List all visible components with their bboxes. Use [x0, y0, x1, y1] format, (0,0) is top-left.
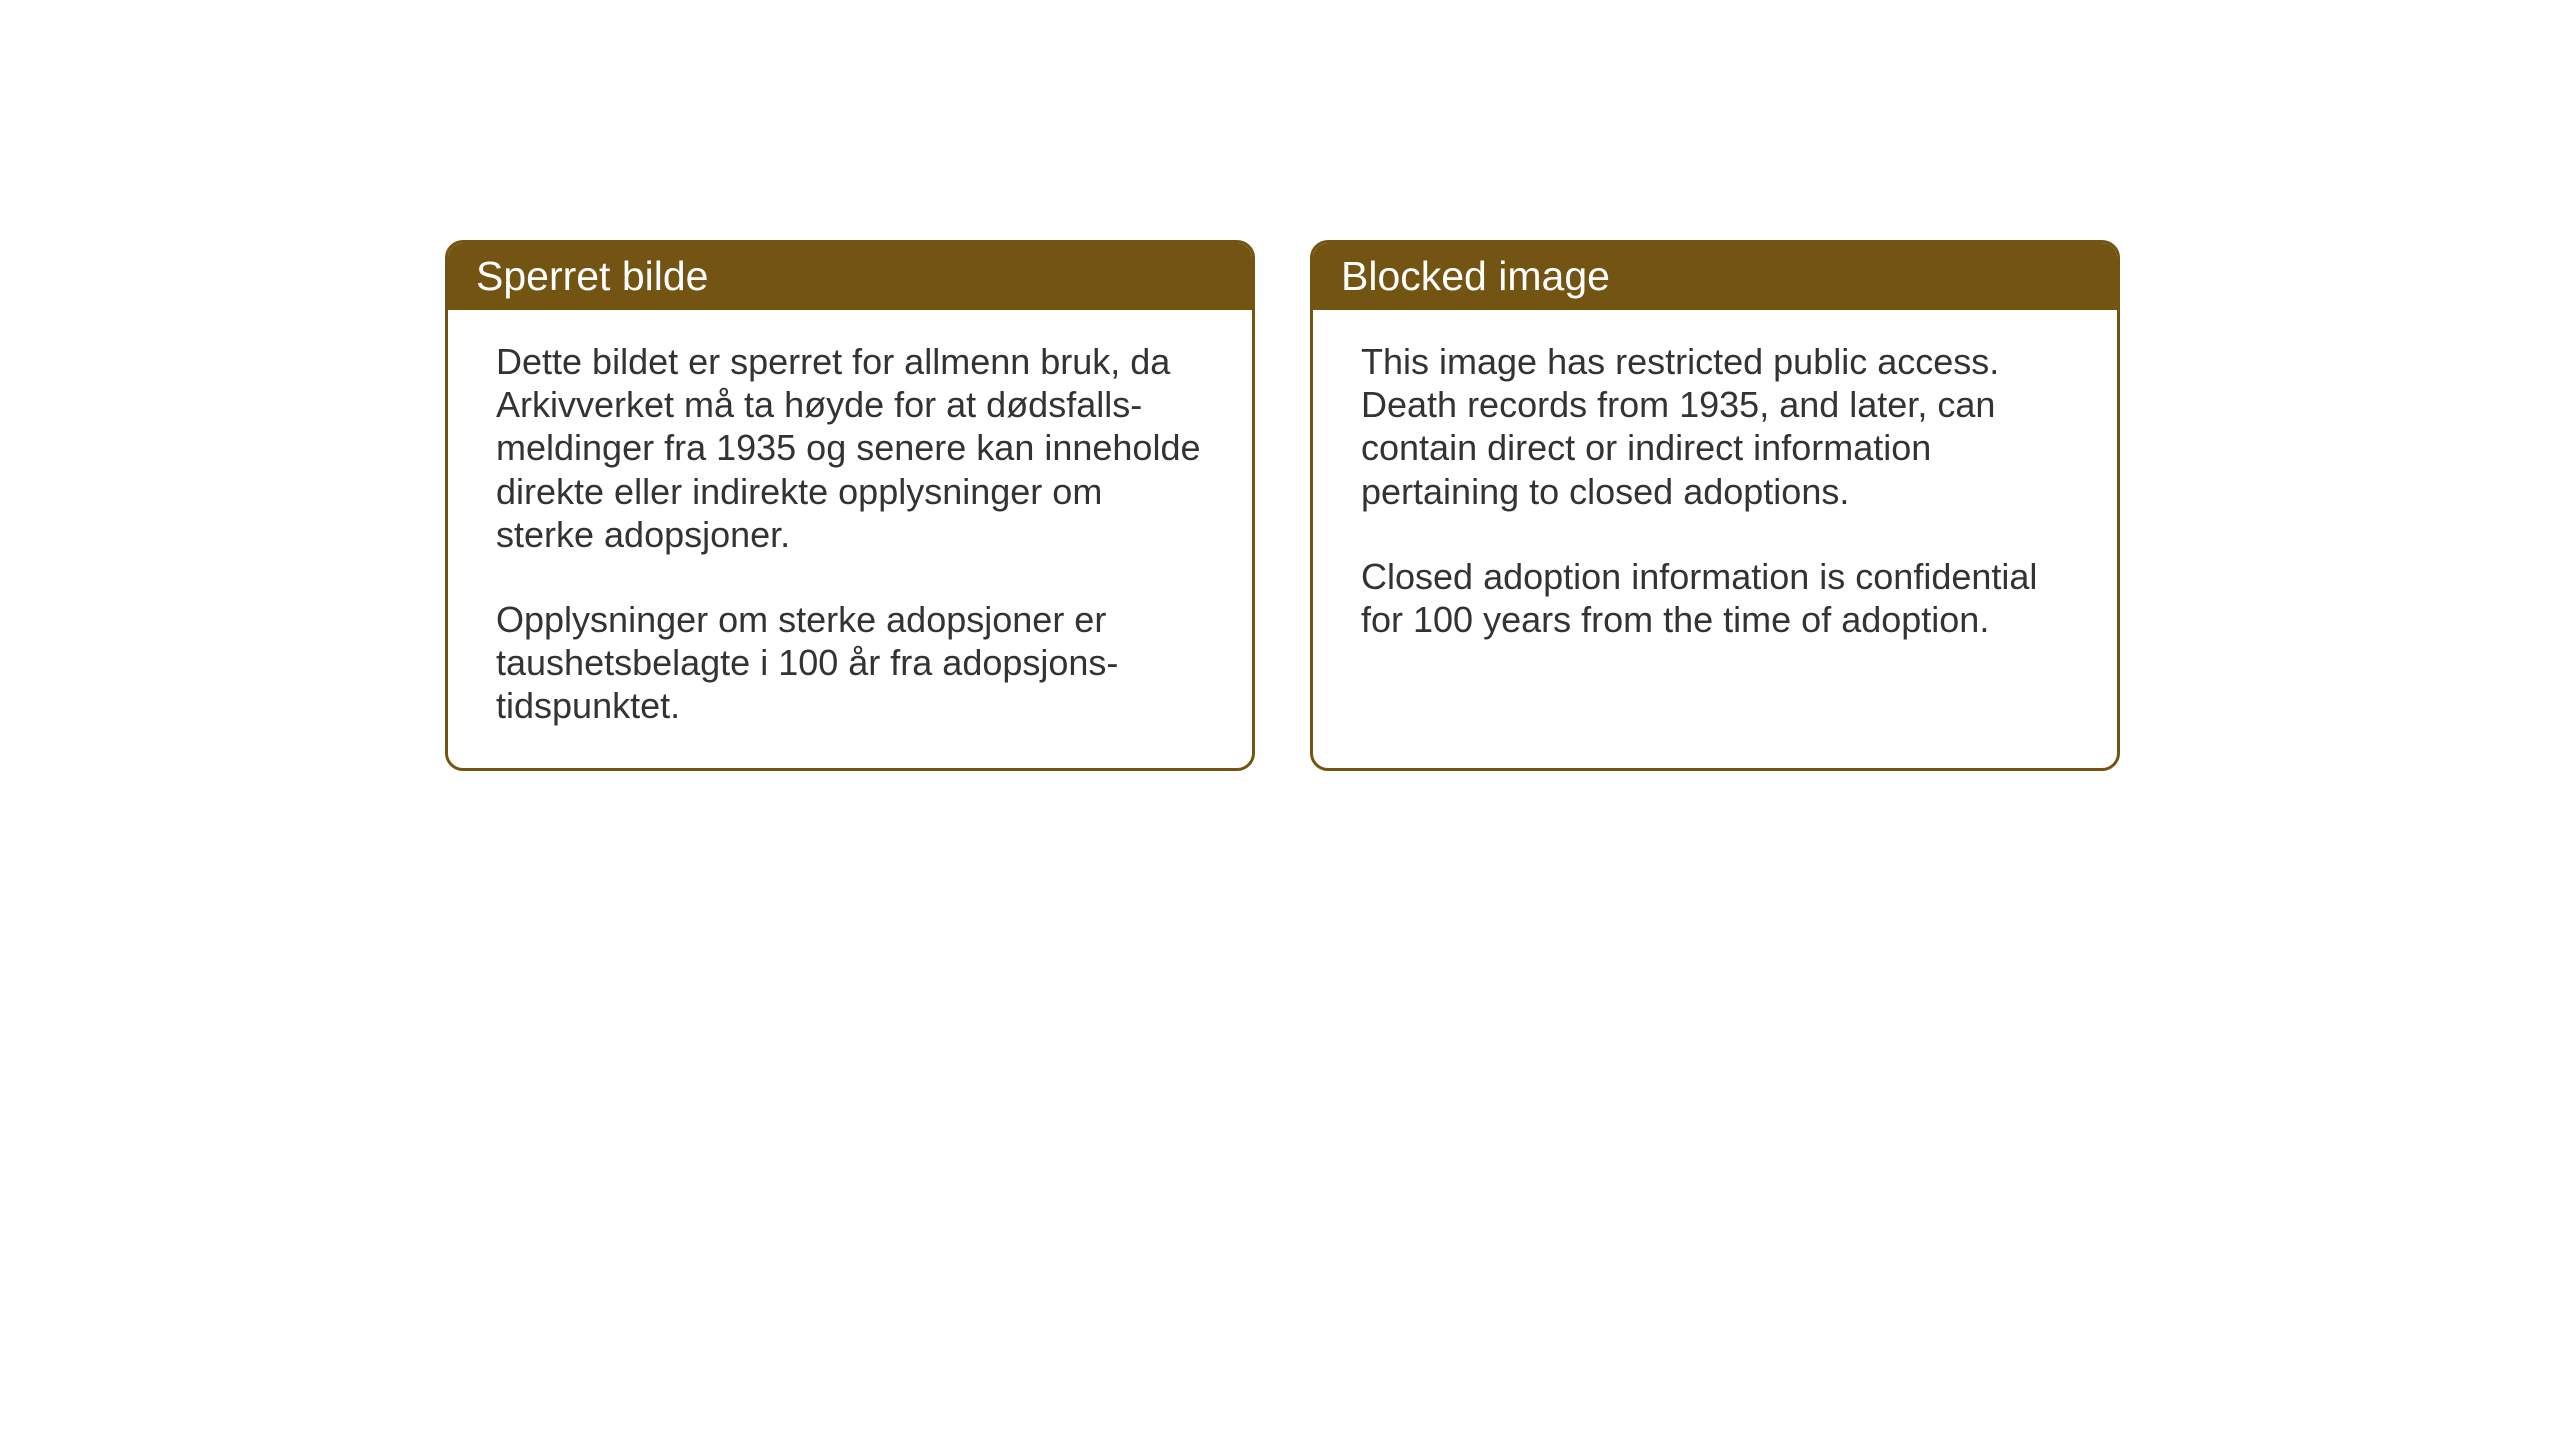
notice-card-english: Blocked image This image has restricted … — [1310, 240, 2120, 771]
notice-header-norwegian: Sperret bilde — [448, 243, 1252, 310]
notice-header-english: Blocked image — [1313, 243, 2117, 310]
notice-card-norwegian: Sperret bilde Dette bildet er sperret fo… — [445, 240, 1255, 771]
notice-title-norwegian: Sperret bilde — [476, 253, 708, 299]
notice-paragraph-1-english: This image has restricted public access.… — [1361, 340, 2069, 513]
notice-body-norwegian: Dette bildet er sperret for allmenn bruk… — [448, 310, 1252, 768]
notice-paragraph-1-norwegian: Dette bildet er sperret for allmenn bruk… — [496, 340, 1204, 556]
notice-paragraph-2-english: Closed adoption information is confident… — [1361, 555, 2069, 641]
notice-paragraph-2-norwegian: Opplysninger om sterke adopsjoner er tau… — [496, 598, 1204, 728]
notice-body-english: This image has restricted public access.… — [1313, 310, 2117, 681]
notice-title-english: Blocked image — [1341, 253, 1610, 299]
notice-container: Sperret bilde Dette bildet er sperret fo… — [445, 240, 2120, 771]
